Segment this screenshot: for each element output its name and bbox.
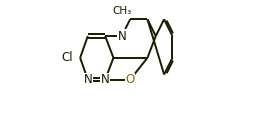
Text: N: N — [101, 73, 110, 86]
Text: N: N — [117, 29, 126, 42]
Text: Cl: Cl — [61, 51, 73, 64]
Text: CH₃: CH₃ — [112, 6, 131, 16]
Text: O: O — [126, 73, 135, 86]
Text: N: N — [83, 73, 92, 86]
